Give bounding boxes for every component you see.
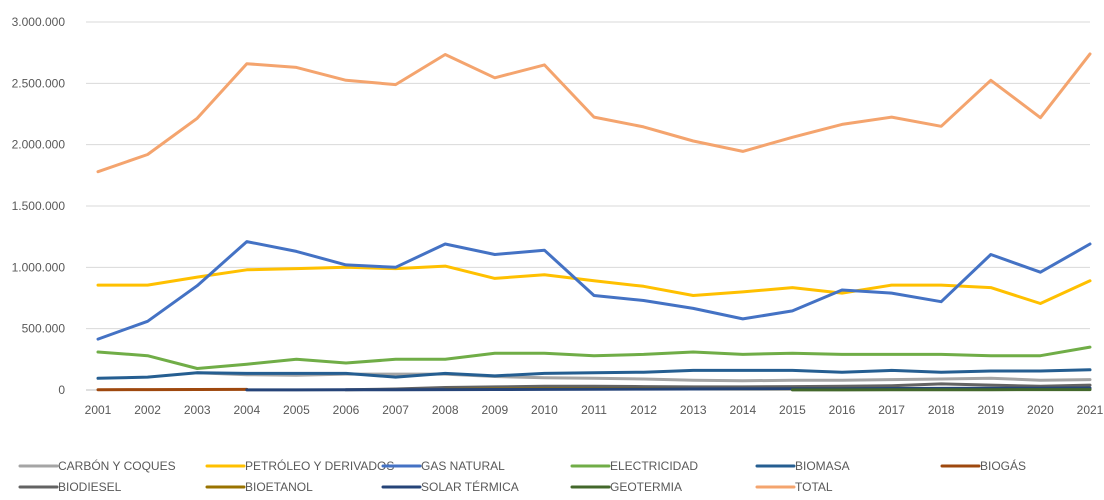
x-tick-label: 2007 <box>382 403 409 417</box>
x-tick-label: 2010 <box>531 403 558 417</box>
x-tick-label: 2002 <box>134 403 161 417</box>
legend: CARBÓN Y COQUES PETRÓLEO Y DERIVADOS GAS N… <box>18 458 1026 494</box>
x-tick-label: 2017 <box>878 403 905 417</box>
legend-label-geotermia: GEOTERMIA <box>610 480 682 494</box>
x-tick-label: 2005 <box>283 403 310 417</box>
x-tick-label: 2020 <box>1027 403 1054 417</box>
series-line-biodiesel <box>344 382 1092 392</box>
legend-label-bioetanol: BIOETANOL <box>245 480 313 494</box>
x-tick-label: 2012 <box>630 403 657 417</box>
legend-label-biodiesel: BIODIESEL <box>58 480 122 494</box>
y-tick-label: 0 <box>58 383 65 397</box>
legend-label-biogas: BIOGÁS <box>980 458 1026 473</box>
series-lines <box>96 52 1092 392</box>
x-tick-label: 2021 <box>1077 403 1104 417</box>
legend-label-biomasa: BIOMASA <box>795 459 850 473</box>
series-line-gas-natural <box>96 240 1092 341</box>
legend-label-solar-termica: SOLAR TÉRMICA <box>421 479 519 494</box>
gridlines <box>86 21 1090 391</box>
x-tick-label: 2019 <box>977 403 1004 417</box>
series-line-biomasa <box>96 368 1092 380</box>
series-line-electricidad <box>96 345 1092 370</box>
legend-label-petroleo-y-derivados: PETRÓLEO Y DERIVADOS <box>245 458 394 473</box>
y-tick-label: 2.000.000 <box>12 138 66 152</box>
x-tick-label: 2009 <box>481 403 508 417</box>
y-tick-label: 2.500.000 <box>12 76 66 90</box>
x-axis-tick-labels: 2001 2002 2003 2004 2005 2006 2007 2008 2009 2010… <box>85 403 1104 417</box>
x-tick-label: 2013 <box>680 403 707 417</box>
legend-label-total: TOTAL <box>795 480 833 494</box>
y-tick-label: 1.000.000 <box>12 260 66 274</box>
y-tick-label: 3.000.000 <box>12 15 66 29</box>
x-tick-label: 2004 <box>233 403 260 417</box>
x-tick-label: 2014 <box>729 403 756 417</box>
series-line-total <box>96 52 1092 174</box>
series-line-petroleo-y-derivados <box>96 264 1092 305</box>
x-tick-label: 2001 <box>85 403 112 417</box>
legend-label-electricidad: ELECTRICIDAD <box>610 459 698 473</box>
x-tick-label: 2003 <box>184 403 211 417</box>
x-tick-label: 2016 <box>829 403 856 417</box>
x-tick-label: 2006 <box>333 403 360 417</box>
x-tick-label: 2018 <box>928 403 955 417</box>
x-tick-label: 2011 <box>581 403 607 417</box>
legend-label-gas-natural: GAS NATURAL <box>421 459 505 473</box>
y-axis-tick-labels: 0 500.000 1.000.000 1.500.000 2.000.000 2.500… <box>12 15 66 397</box>
legend-label-carbon-y-coques: CARBÓN Y COQUES <box>58 458 176 473</box>
x-tick-label: 2015 <box>779 403 806 417</box>
x-tick-label: 2008 <box>432 403 459 417</box>
y-tick-label: 1.500.000 <box>12 199 66 213</box>
y-tick-label: 500.000 <box>22 322 66 336</box>
